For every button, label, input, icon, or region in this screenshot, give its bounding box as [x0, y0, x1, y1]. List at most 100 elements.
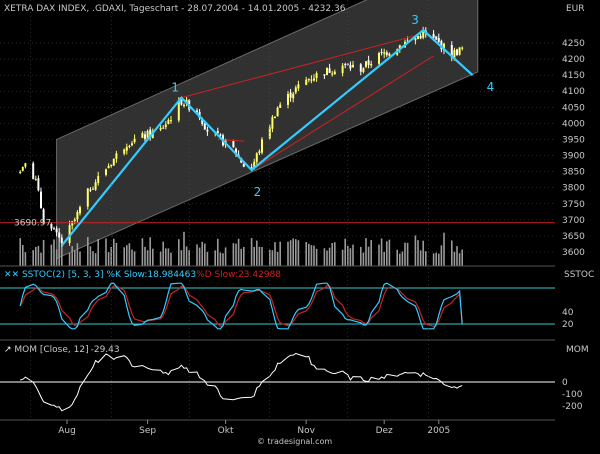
candle-body: [255, 153, 258, 162]
candle-body: [55, 228, 58, 233]
candle-body: [287, 94, 289, 105]
wave-label-4: 4: [487, 80, 495, 94]
volume-bar: [240, 248, 242, 266]
mom-right-label: MOM: [566, 345, 589, 355]
volume-bar: [271, 250, 274, 266]
x-tick-label: Nov: [297, 426, 315, 436]
candle-body: [110, 165, 113, 167]
volume-bar: [425, 251, 427, 266]
candle-body: [128, 145, 131, 147]
mom-value: -29.43: [91, 345, 120, 355]
volume-bar: [141, 238, 144, 266]
mom-title: ↗ MOM [Close, 12] -29.43: [4, 345, 120, 355]
candle-body: [232, 140, 235, 148]
volume-bar: [180, 250, 183, 266]
volume-bar: [50, 244, 53, 266]
volume-bar: [347, 245, 349, 266]
x-tick-label: Okt: [218, 426, 234, 436]
volume-bar: [401, 251, 404, 266]
volume-bar: [451, 240, 453, 266]
stoch-d-line: [19, 285, 463, 327]
candle-body: [279, 104, 282, 108]
mom-tick-label: 0: [562, 378, 568, 388]
stoch-tick-label: 40: [562, 308, 574, 318]
volume-bar: [198, 247, 201, 266]
price-tick-label: 3700: [562, 216, 585, 226]
volume-bar: [159, 251, 162, 266]
candle-body: [276, 107, 279, 117]
candle-body: [242, 163, 245, 167]
volume-bar: [438, 253, 440, 266]
candle-body: [458, 47, 461, 55]
candle-body: [141, 133, 144, 138]
volume-bar: [308, 243, 310, 266]
volume-bar: [279, 241, 281, 266]
candle-body: [352, 64, 354, 67]
candle-body: [107, 165, 110, 169]
volume-bar: [35, 246, 37, 266]
volume-bar: [456, 246, 458, 266]
volume-bar: [178, 239, 180, 266]
candle-body: [235, 148, 237, 155]
candle-body: [89, 189, 92, 191]
stoch-tick-label: 20: [562, 320, 574, 330]
candle-body: [443, 43, 445, 51]
price-tick-label: 3950: [562, 135, 585, 145]
volume-bar: [404, 242, 406, 266]
price-tick-label: 3800: [562, 184, 585, 194]
candle-body: [310, 79, 313, 81]
volume-bar: [435, 252, 437, 266]
candle-body: [196, 110, 198, 113]
volume-bar: [287, 241, 289, 266]
candle-body: [24, 163, 27, 167]
wave-label-3: 3: [411, 13, 419, 27]
candle-body: [258, 151, 261, 154]
candle-body: [313, 78, 315, 81]
candle-body: [435, 36, 438, 40]
price-tick-label: 4100: [562, 87, 585, 97]
volume-bar: [89, 246, 92, 266]
candle-body: [250, 167, 253, 170]
candle-body: [323, 74, 326, 76]
volume-bar: [396, 249, 398, 266]
volume-bar: [443, 232, 445, 266]
candle-body: [271, 117, 274, 129]
volume-bar: [406, 242, 409, 266]
volume-bar: [222, 253, 224, 266]
candle-body: [149, 129, 152, 138]
volume-bar: [131, 249, 133, 266]
volume-bar: [419, 250, 422, 266]
candle-body: [461, 47, 464, 49]
volume-bar: [289, 240, 292, 266]
volume-bar: [323, 248, 326, 266]
candles: [19, 26, 464, 247]
candle-body: [216, 131, 219, 134]
candle-body: [362, 68, 365, 73]
candle-body: [50, 223, 53, 229]
volume-bar: [206, 251, 209, 266]
candle-body: [183, 104, 185, 107]
trend-line: [181, 34, 419, 99]
volume-bar: [461, 249, 463, 266]
candle-body: [305, 79, 308, 85]
volume-bar: [310, 245, 313, 266]
candle-body: [274, 117, 276, 119]
candle-body: [164, 124, 167, 128]
wave-label-2: 2: [254, 185, 262, 199]
stoch-d-legend: %D Slow:23.42988: [196, 270, 281, 280]
x-tick-label: Sep: [139, 426, 156, 436]
candle-body: [385, 52, 388, 56]
volume-bar: [87, 237, 89, 266]
candle-body: [289, 92, 292, 98]
volume-bar: [42, 239, 45, 266]
candle-body: [261, 139, 263, 153]
volume-bar: [334, 242, 336, 266]
candle-body: [344, 64, 347, 66]
volume-bar: [214, 250, 216, 266]
x-tick-label: Aug: [58, 426, 76, 436]
watermark: © tradesignal.com: [257, 437, 332, 446]
volume-bar: [269, 249, 271, 266]
volume-bar: [22, 245, 24, 266]
candle-body: [146, 130, 149, 140]
volume-bar: [417, 240, 419, 266]
